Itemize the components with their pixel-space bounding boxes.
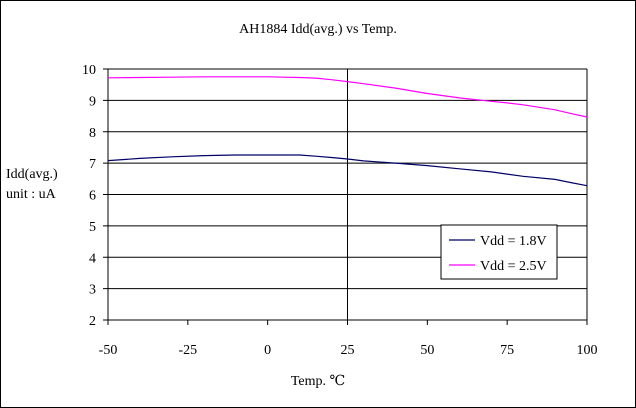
gridlines	[103, 68, 588, 325]
tick-labels: 2 3 4 5 6 7 8 9 10 -50 -25 0 25 50 75 100	[82, 63, 598, 358]
series-line-1	[107, 154, 588, 187]
x-tick-label--50: -50	[99, 343, 118, 358]
x-tick-label--25: -25	[178, 343, 197, 358]
y-tick-label-8: 8	[89, 126, 96, 141]
x-tick-label-50: 50	[420, 343, 434, 358]
series-lines	[107, 76, 588, 187]
x-tick-label-0: 0	[264, 343, 271, 358]
x-tick-label-25: 25	[341, 343, 355, 358]
y-axis-label: Idd(avg.) unit : uA	[6, 165, 58, 205]
legend-label-1: Vdd = 1.8V	[480, 234, 547, 249]
y-tick-label-3: 3	[89, 283, 96, 298]
y-tick-label-2: 2	[89, 314, 96, 329]
y-axis-label-line-1: Idd(avg.)	[6, 167, 58, 182]
y-tick-label-5: 5	[89, 220, 96, 235]
y-tick-label-4: 4	[89, 251, 96, 266]
y-tick-label-7: 7	[89, 157, 96, 172]
y-axis-label-line-2: unit : uA	[6, 187, 56, 202]
legend-label-2: Vdd = 2.5V	[480, 259, 547, 274]
legend-box	[440, 224, 558, 280]
x-axis-label: Temp. ℃	[290, 374, 346, 389]
series-line-2	[107, 76, 588, 118]
y-tick-label-9: 9	[89, 94, 96, 109]
y-tick-label-6: 6	[89, 189, 96, 204]
chart-title: AH1884 Idd(avg.) vs Temp.	[239, 22, 397, 37]
y-tick-label-10: 10	[82, 63, 96, 78]
x-tick-label-100: 100	[577, 343, 598, 358]
x-tick-label-75: 75	[500, 343, 514, 358]
legend: Vdd = 1.8V Vdd = 2.5V	[440, 224, 558, 280]
